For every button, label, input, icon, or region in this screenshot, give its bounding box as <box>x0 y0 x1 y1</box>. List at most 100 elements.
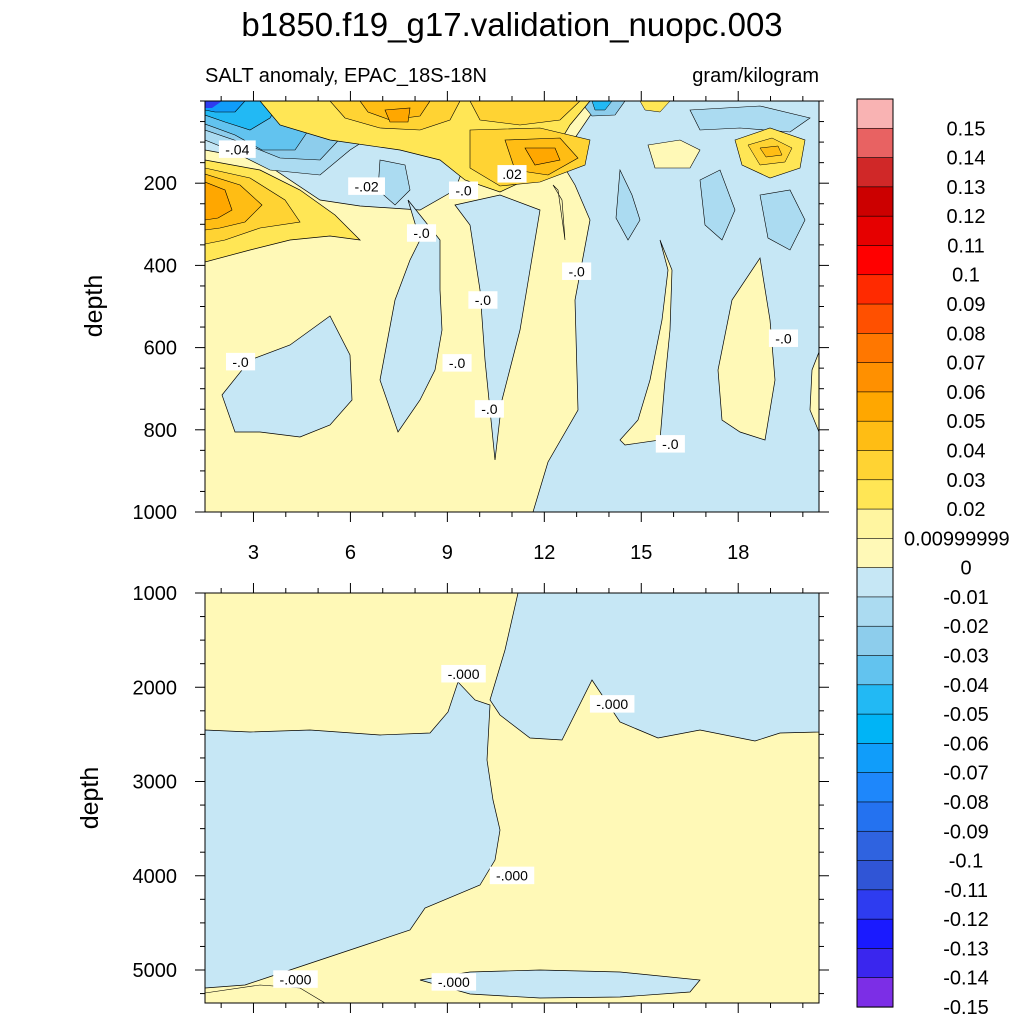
contour-label: -.000 <box>489 866 535 885</box>
colorbar-swatch <box>856 186 894 217</box>
colorbar-label: 0.14 <box>947 148 986 170</box>
x-tick-label: 9 <box>442 542 453 564</box>
upper-patch-m2 <box>615 168 641 241</box>
contour-label-bg <box>474 400 504 418</box>
contour-label: -.000 <box>589 695 635 713</box>
colorbar-swatch <box>856 567 894 598</box>
upper-panel: SALT anomaly, EPAC_18S-18N gram/kilogram <box>80 65 829 564</box>
lower-y-tick-labels: 1000 2000 3000 4000 5000 <box>133 583 178 982</box>
colorbar-swatch <box>856 274 894 305</box>
x-tick-label: 15 <box>630 542 652 564</box>
upper-region-orange-3 <box>384 107 411 123</box>
y-tick-label: 2000 <box>133 677 178 699</box>
colorbar-label: 0.12 <box>947 206 986 228</box>
colorbar-swatch <box>856 889 894 920</box>
contour-label-text: -.000 <box>438 974 470 990</box>
contour-label: -.0 <box>655 435 685 453</box>
colorbar-swatch <box>856 713 894 744</box>
colorbar-swatch <box>856 977 894 1008</box>
upper-bubble-5 <box>639 101 671 113</box>
contour-label-bg <box>655 435 685 453</box>
colorbar-label: -0.09 <box>943 821 989 843</box>
colorbar-swatch <box>856 333 894 364</box>
colorbar-swatch <box>856 127 894 159</box>
contour-label: -.000 <box>441 664 486 683</box>
colorbar-swatch <box>856 450 894 481</box>
colorbar-label: -0.02 <box>943 616 989 638</box>
y-tick-label: 4000 <box>133 866 178 888</box>
colorbar-label: -0.15 <box>943 997 989 1019</box>
x-tick-label: 18 <box>727 542 749 564</box>
upper-patch-m4 <box>759 189 806 251</box>
x-tick-label: 6 <box>345 542 356 564</box>
contour-label-bg <box>489 866 535 885</box>
colorbar-label: -0.12 <box>943 909 989 931</box>
y-tick-label: 1000 <box>133 502 178 524</box>
colorbar-frame <box>856 98 894 1008</box>
upper-region-orange-left-3 <box>205 181 233 221</box>
upper-contour-labels: -.04 -.02 -.0 .02 -.0 -.0 -.0 -.0 -.0 -.0 -.0 -.0 <box>218 140 799 453</box>
contour-label-bg <box>348 177 385 195</box>
colorbar-swatch <box>856 98 894 129</box>
contour-label: -.0 <box>442 354 472 372</box>
colorbar-label: 0.03 <box>947 470 986 492</box>
contour-label-text: -.02 <box>355 178 379 194</box>
colorbar-label: -0.13 <box>943 938 989 960</box>
upper-region-negative-tongue-a <box>379 199 443 433</box>
contour-label: -.000 <box>431 973 477 991</box>
colorbar-label: 0.13 <box>947 177 986 199</box>
colorbar-label: -0.14 <box>943 968 989 990</box>
contour-label-text: .02 <box>502 166 522 182</box>
upper-title-left: SALT anomaly, EPAC_18S-18N <box>205 65 487 87</box>
contour-label: -.000 <box>273 970 318 988</box>
colorbar-label: -0.05 <box>943 704 989 726</box>
upper-patch-d7 <box>591 101 613 111</box>
contour-label: .02 <box>497 165 527 183</box>
contour-label-bg <box>225 352 256 371</box>
colorbar-swatch <box>856 801 894 832</box>
colorbar-label: 0 <box>960 558 971 580</box>
colorbar-label: 0.11 <box>947 235 984 257</box>
contour-label-bg <box>431 973 477 991</box>
upper-region-negative-tongue-b <box>454 194 541 461</box>
colorbar-label: -0.1 <box>949 851 983 873</box>
colorbar-swatch <box>856 157 894 188</box>
contour-label-bg <box>589 695 635 713</box>
colorbar-label: 0.05 <box>947 411 986 433</box>
colorbar-label: -0.07 <box>943 763 989 785</box>
colorbar-label: 0.00999999 <box>904 528 1010 550</box>
colorbar: 0.15 0.14 0.13 0.12 0.11 0.1 0.09 0.08 0.07 0.06 0… <box>856 98 1010 1019</box>
upper-region-positive-thin <box>552 184 566 241</box>
lower-axis-ticks <box>195 583 829 1013</box>
colorbar-swatch <box>856 743 894 774</box>
contour-label-text: -.0 <box>455 182 472 198</box>
colorbar-label: -0.03 <box>943 646 989 668</box>
y-tick-label: 800 <box>144 420 177 442</box>
contour-label-bg <box>497 165 527 183</box>
contour-label-bg <box>768 329 799 347</box>
colorbar-swatch <box>856 303 894 334</box>
colorbar-label: 0.09 <box>947 294 986 316</box>
colorbar-label: -0.01 <box>943 587 989 609</box>
upper-region-orange-7 <box>469 101 581 126</box>
contour-label-bg <box>442 354 472 372</box>
upper-patch-m5 <box>689 105 811 133</box>
upper-x-tick-labels: 3 6 9 12 15 18 <box>248 542 749 564</box>
contour-label-text: -.0 <box>568 263 585 279</box>
contour-label: -.0 <box>474 400 504 418</box>
colorbar-label: -0.11 <box>944 880 988 902</box>
y-tick-label: 200 <box>144 173 177 195</box>
contour-label: -.04 <box>218 140 256 158</box>
contour-label-text: -.0 <box>481 401 498 417</box>
y-tick-label: 400 <box>144 255 177 277</box>
contour-label-text: -.000 <box>496 868 528 884</box>
upper-region-negative-bottomleft <box>221 315 353 438</box>
contour-label-text: -.0 <box>662 436 679 452</box>
upper-region-positive-lens-1 <box>619 239 673 446</box>
colorbar-swatch <box>856 684 894 715</box>
contour-label: -.0 <box>562 262 592 280</box>
colorbar-label: -0.08 <box>943 792 989 814</box>
contour-label: -.0 <box>406 224 437 242</box>
colorbar-label: 0.08 <box>947 323 986 345</box>
